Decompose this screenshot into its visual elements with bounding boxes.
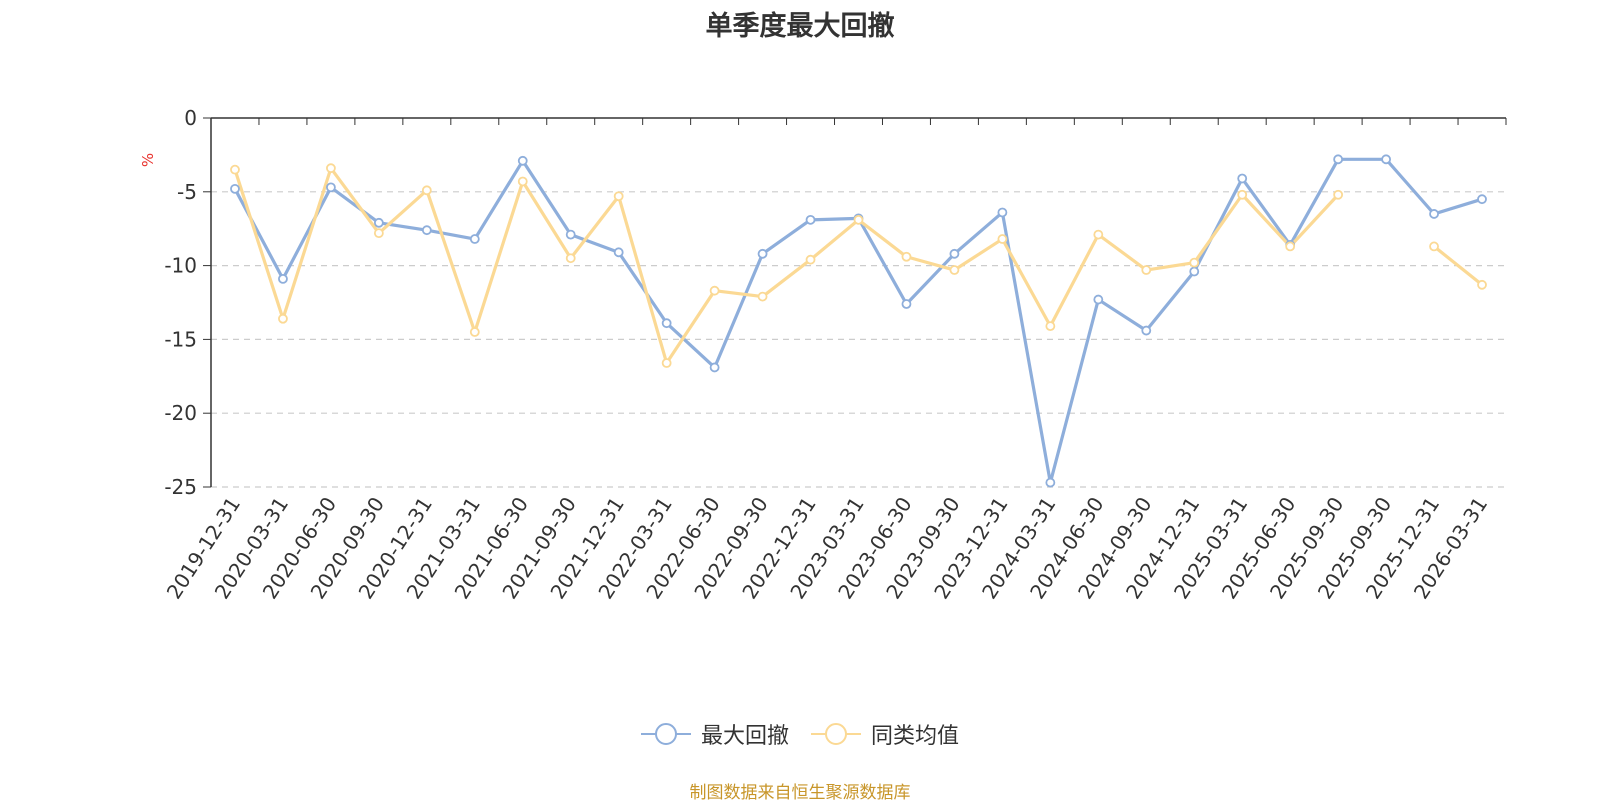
y-tick-label: -15: [164, 327, 197, 351]
legend-marker-max-drawdown: [640, 723, 691, 745]
data-point-series-0[interactable]: [1333, 154, 1344, 165]
data-point-series-1[interactable]: [421, 185, 432, 196]
data-point-series-0[interactable]: [949, 248, 960, 259]
data-point-series-0[interactable]: [517, 155, 528, 166]
data-point-series-0[interactable]: [421, 225, 432, 236]
data-point-series-0[interactable]: [1477, 194, 1487, 205]
data-point-series-0[interactable]: [469, 234, 480, 244]
y-tick-label: -25: [164, 475, 197, 499]
data-point-series-1[interactable]: [517, 176, 528, 187]
data-point-series-1[interactable]: [661, 358, 672, 368]
data-point-series-0[interactable]: [901, 299, 912, 309]
chart-title: 单季度最大回撤: [705, 11, 895, 42]
data-point-series-1[interactable]: [1429, 241, 1439, 252]
axes: [203, 117, 1507, 488]
data-point-series-0[interactable]: [1141, 325, 1152, 336]
data-point-series-0[interactable]: [565, 229, 576, 240]
y-axis-label: %: [139, 153, 157, 167]
data-point-series-1[interactable]: [613, 191, 624, 202]
data-point-series-1[interactable]: [1477, 279, 1487, 290]
y-tick-label: 0: [184, 106, 197, 130]
data-point-series-1[interactable]: [1141, 265, 1152, 275]
data-point-series-0[interactable]: [805, 214, 816, 225]
data-point-series-0[interactable]: [613, 247, 624, 258]
data-point-series-0[interactable]: [661, 318, 672, 329]
data-point-series-0[interactable]: [326, 182, 336, 193]
legend-item-max-drawdown[interactable]: 最大回撤: [640, 718, 789, 750]
y-tick-label: -10: [164, 254, 197, 278]
series-lines: [233, 157, 1484, 485]
data-point-series-1[interactable]: [1237, 189, 1248, 200]
y-tick-label: -5: [177, 180, 197, 204]
data-point-series-1[interactable]: [1333, 189, 1344, 200]
data-point-series-1[interactable]: [1285, 241, 1296, 252]
legend: 最大回撤 同类均值: [0, 718, 1600, 750]
data-point-series-0[interactable]: [373, 217, 384, 228]
data-point-series-1[interactable]: [230, 164, 240, 175]
data-point-series-1[interactable]: [469, 327, 480, 337]
data-point-series-0[interactable]: [1381, 154, 1391, 165]
data-point-series-1[interactable]: [997, 234, 1008, 244]
legend-marker-peer-average: [811, 723, 861, 745]
data-point-series-0[interactable]: [1429, 209, 1439, 219]
data-point-series-1[interactable]: [805, 254, 816, 265]
data-point-series-1[interactable]: [278, 313, 288, 324]
legend-label-peer-average: 同类均值: [871, 724, 960, 749]
data-point-series-0[interactable]: [1045, 477, 1056, 488]
data-point-series-1[interactable]: [565, 253, 576, 264]
data-point-series-1[interactable]: [1189, 257, 1200, 268]
legend-item-peer-average[interactable]: 同类均值: [811, 718, 959, 750]
y-tick-label: -20: [164, 401, 197, 425]
series-line-1: [233, 166, 1340, 365]
data-point-series-1[interactable]: [853, 214, 864, 225]
data-point-series-0[interactable]: [757, 248, 768, 259]
data-point-series-1[interactable]: [1093, 229, 1104, 240]
data-point-series-0[interactable]: [709, 362, 720, 373]
legend-label-max-drawdown: 最大回撤: [700, 724, 789, 749]
data-point-series-1[interactable]: [949, 265, 960, 275]
data-point-series-1[interactable]: [901, 251, 912, 262]
series-line-1: [1433, 245, 1484, 287]
data-point-series-1[interactable]: [709, 285, 720, 296]
data-points: [230, 154, 1487, 488]
data-point-series-1[interactable]: [373, 228, 384, 239]
grid-lines: [211, 191, 1506, 488]
data-point-series-0[interactable]: [278, 273, 288, 284]
data-point-series-1[interactable]: [326, 163, 336, 174]
data-point-series-0[interactable]: [1093, 294, 1104, 305]
data-point-series-0[interactable]: [1237, 173, 1248, 184]
data-point-series-0[interactable]: [997, 207, 1008, 218]
data-point-series-0[interactable]: [1189, 266, 1200, 277]
series-line-0: [233, 157, 1483, 485]
data-point-series-1[interactable]: [1045, 321, 1056, 332]
data-point-series-0[interactable]: [230, 183, 240, 194]
data-point-series-1[interactable]: [757, 291, 768, 302]
source-note: 制图数据来自恒生聚源数据库: [689, 783, 911, 803]
